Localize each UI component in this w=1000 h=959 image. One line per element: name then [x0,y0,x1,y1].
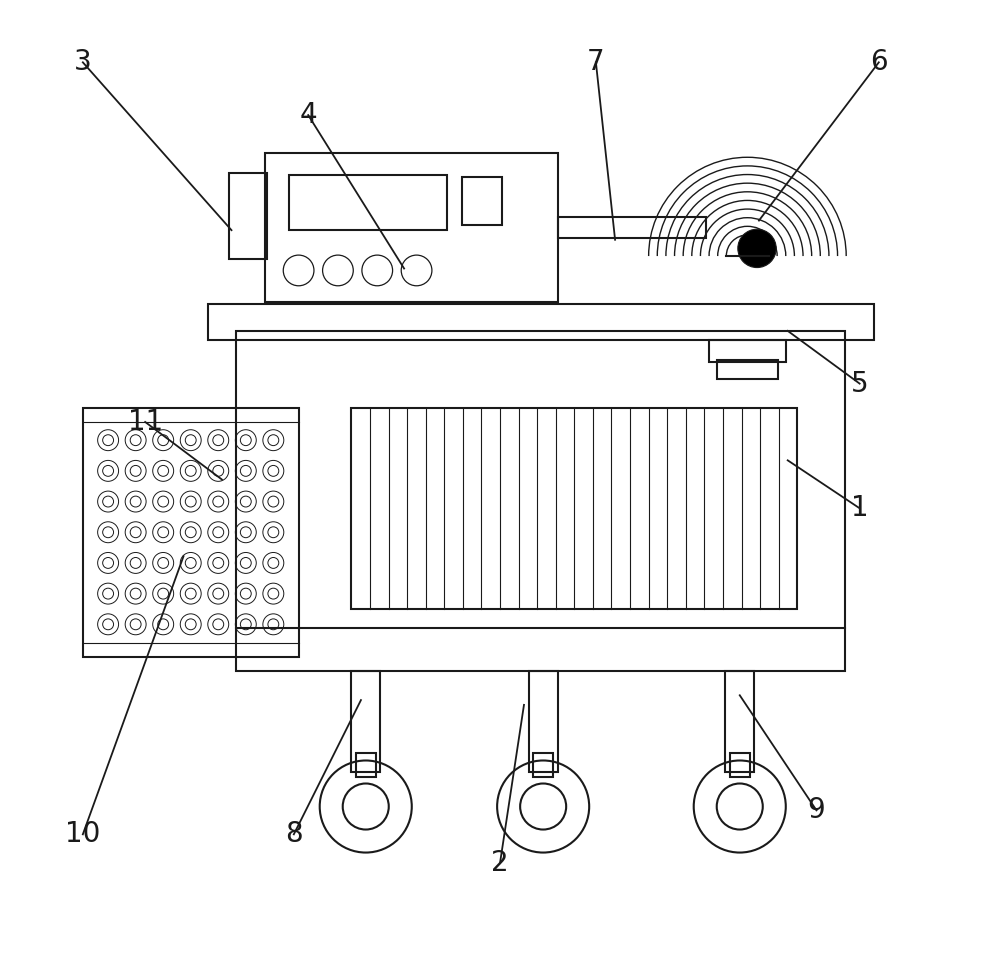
Bar [351,671,380,772]
Bar [229,173,267,259]
Text: 10: 10 [65,820,101,849]
Bar [529,671,558,772]
Text: 4: 4 [299,101,317,129]
Bar [462,177,502,225]
Circle shape [738,229,776,268]
Text: 6: 6 [870,48,888,77]
Text: 7: 7 [587,48,605,77]
Bar [730,753,750,777]
Text: 5: 5 [851,369,868,398]
Bar [356,753,376,777]
Bar [265,153,558,302]
Bar [533,753,553,777]
Bar [558,217,706,238]
Text: 11: 11 [128,408,163,436]
Bar [717,360,778,379]
Text: 9: 9 [808,796,825,825]
Text: 8: 8 [285,820,303,849]
Bar [83,408,299,657]
Text: 2: 2 [491,849,509,877]
Text: 1: 1 [851,494,868,523]
Bar [709,340,786,362]
Text: 3: 3 [74,48,92,77]
Bar [725,671,754,772]
Bar [236,331,845,671]
Bar [289,175,447,230]
Bar [208,304,874,340]
Bar [351,408,797,609]
